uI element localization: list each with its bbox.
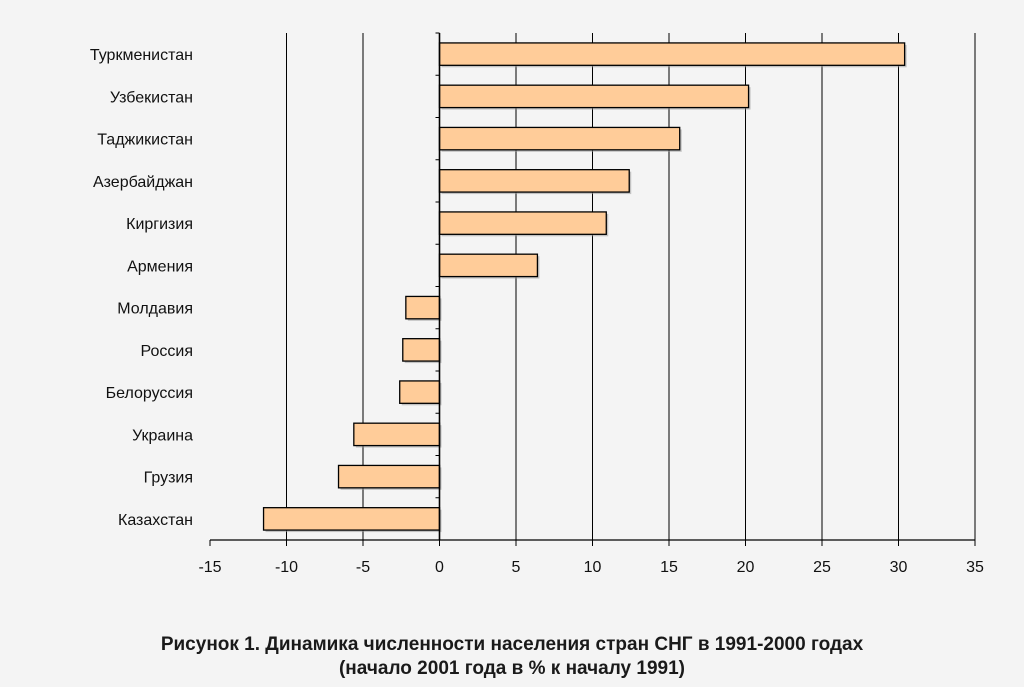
bars (262, 42, 907, 533)
x-tick-label: -10 (275, 559, 298, 576)
bar-3 (438, 126, 681, 151)
category-label: Белоруссия (106, 385, 193, 402)
x-tick-label: 0 (435, 559, 444, 576)
figure-caption-line-1: Рисунок 1. Динамика численности населени… (160, 634, 864, 655)
category-label: Узбекистан (110, 89, 193, 106)
bar-2 (438, 84, 750, 109)
figure-caption-line-2: (начало 2001 года в % к началу 1991) (338, 658, 686, 679)
x-tick-label: -5 (356, 559, 370, 576)
category-label: Таджикистан (97, 132, 193, 149)
category-label: Киргизия (126, 216, 193, 233)
bar-5 (438, 211, 607, 235)
x-tick-label: 5 (512, 559, 521, 576)
bar-10 (353, 422, 441, 447)
category-label: Россия (141, 343, 193, 360)
bar-4 (438, 169, 630, 193)
category-label: Украина (132, 427, 193, 444)
bar-9 (399, 380, 441, 404)
category-labels: Туркменистан Узбекистан Таджикистан Азербай… (90, 47, 193, 529)
category-label: Казахстан (118, 512, 193, 529)
bar-7 (405, 295, 441, 320)
category-label: Молдавия (117, 301, 193, 318)
bar-6 (438, 253, 539, 278)
bar-11 (337, 464, 441, 489)
category-label: Туркменистан (90, 47, 193, 64)
x-tick-labels: -15 -10 -5 0 5 10 15 20 25 30 35 (198, 559, 984, 576)
category-label: Азербайджан (93, 174, 193, 191)
axes (209, 32, 976, 546)
bar-chart-svg: Туркменистан Узбекистан Таджикистан Азербай… (90, 32, 984, 576)
bar-8 (402, 338, 441, 362)
x-tick-label: 35 (966, 559, 984, 576)
bar-1 (438, 42, 906, 66)
x-tick-label: 30 (890, 559, 908, 576)
category-label: Грузия (144, 470, 193, 487)
grid-lines (286, 33, 976, 540)
x-tick-label: 15 (660, 559, 678, 576)
x-tick-label: 20 (737, 559, 755, 576)
x-tick-label: 10 (584, 559, 602, 576)
x-tick-label: 25 (813, 559, 831, 576)
x-tick-label: -15 (198, 559, 221, 576)
bar-12 (262, 507, 441, 531)
category-label: Армения (127, 258, 193, 275)
